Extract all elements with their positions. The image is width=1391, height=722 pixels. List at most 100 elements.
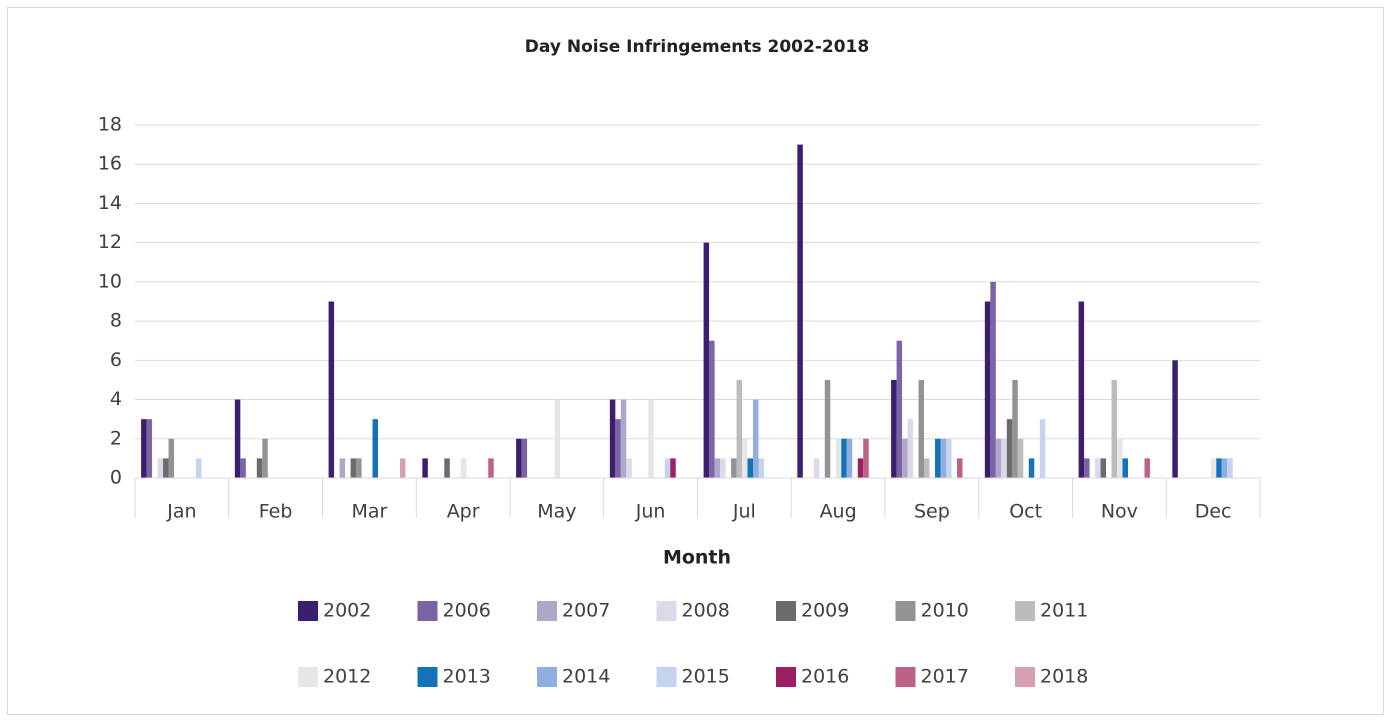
legend-swatch [537, 667, 557, 687]
y-tick-label: 16 [98, 153, 122, 175]
legend-swatch [776, 601, 796, 621]
bar [1117, 438, 1123, 478]
bar [956, 458, 963, 478]
legend-swatch [776, 667, 796, 687]
bar [924, 458, 930, 478]
x-tick-label: Jun [635, 501, 666, 523]
bar [758, 458, 764, 478]
legend-swatch [298, 601, 318, 621]
legend-swatch [537, 601, 557, 621]
bar [372, 419, 379, 478]
bar [813, 458, 820, 478]
bar [141, 419, 147, 478]
bar [891, 379, 897, 478]
legend-label: 2008 [682, 600, 730, 622]
bar [984, 301, 991, 478]
y-tick-label: 8 [110, 310, 122, 332]
bar [196, 458, 202, 478]
x-tick-label: May [537, 501, 576, 523]
bar [422, 458, 428, 478]
bar [902, 438, 908, 478]
bar [918, 379, 925, 478]
bar [1122, 458, 1129, 478]
x-tick-label: Mar [351, 501, 387, 523]
legend-swatch [1015, 667, 1035, 687]
bar [521, 438, 528, 478]
bar [731, 458, 737, 478]
bar [620, 399, 627, 478]
x-tick-label: Oct [1009, 501, 1042, 523]
legend-label: 2012 [323, 666, 371, 688]
bar [703, 242, 710, 478]
bar [460, 458, 467, 478]
bar [146, 419, 153, 478]
bar [835, 438, 842, 478]
x-tick-label: Dec [1195, 501, 1232, 523]
bar [995, 438, 1002, 478]
legend-label: 2006 [443, 600, 491, 622]
bar [1078, 301, 1085, 478]
legend-swatch [417, 601, 438, 621]
bar [1084, 458, 1090, 478]
legend-label: 2013 [443, 666, 491, 688]
y-tick-label: 12 [98, 231, 122, 253]
bar [1210, 458, 1217, 478]
bar [648, 399, 654, 478]
bar [488, 458, 494, 478]
legend-label: 2002 [323, 600, 371, 622]
bar [168, 438, 175, 478]
bar [753, 399, 759, 478]
bar [846, 438, 853, 478]
bar [935, 438, 941, 478]
bar [664, 458, 671, 478]
bar [1144, 458, 1150, 478]
bar [157, 458, 164, 478]
legend-swatch [895, 667, 916, 687]
y-tick-label: 6 [110, 349, 122, 371]
bar [328, 301, 335, 478]
bar [615, 419, 621, 478]
y-tick-label: 0 [110, 467, 122, 489]
bar [946, 438, 952, 478]
bar [1001, 438, 1007, 478]
bar [262, 438, 268, 478]
bar [940, 438, 947, 478]
bar [554, 399, 561, 478]
bar [1100, 458, 1107, 478]
bar [444, 458, 450, 478]
y-tick-label: 14 [98, 192, 122, 214]
bar [1012, 379, 1018, 478]
x-tick-label: Sep [914, 501, 950, 523]
x-tick-label: Feb [259, 501, 293, 523]
bar [1227, 458, 1233, 478]
legend-label: 2010 [921, 600, 969, 622]
legend-label: 2007 [562, 600, 610, 622]
legend-label: 2018 [1040, 666, 1088, 688]
legend-swatch [656, 601, 677, 621]
legend-swatch [895, 601, 916, 621]
legend-label: 2014 [562, 666, 610, 688]
legend-swatch [417, 667, 438, 687]
bar [399, 458, 406, 478]
bar [626, 458, 632, 478]
bar [797, 144, 803, 478]
bar [896, 340, 903, 478]
legend-label: 2017 [921, 666, 969, 688]
bar [736, 379, 743, 478]
bar [720, 458, 726, 478]
bar [516, 438, 522, 478]
legend-swatch [298, 667, 318, 687]
y-tick-label: 18 [98, 114, 122, 136]
bar [1111, 379, 1118, 478]
legend-label: 2009 [801, 600, 849, 622]
bar [990, 281, 996, 478]
bar [1039, 419, 1046, 478]
bar [670, 458, 676, 478]
legend-swatch [656, 667, 677, 687]
bar [709, 340, 715, 478]
bar [747, 458, 754, 478]
x-tick-label: Apr [447, 501, 480, 523]
bar [907, 419, 914, 478]
bar [1095, 458, 1101, 478]
